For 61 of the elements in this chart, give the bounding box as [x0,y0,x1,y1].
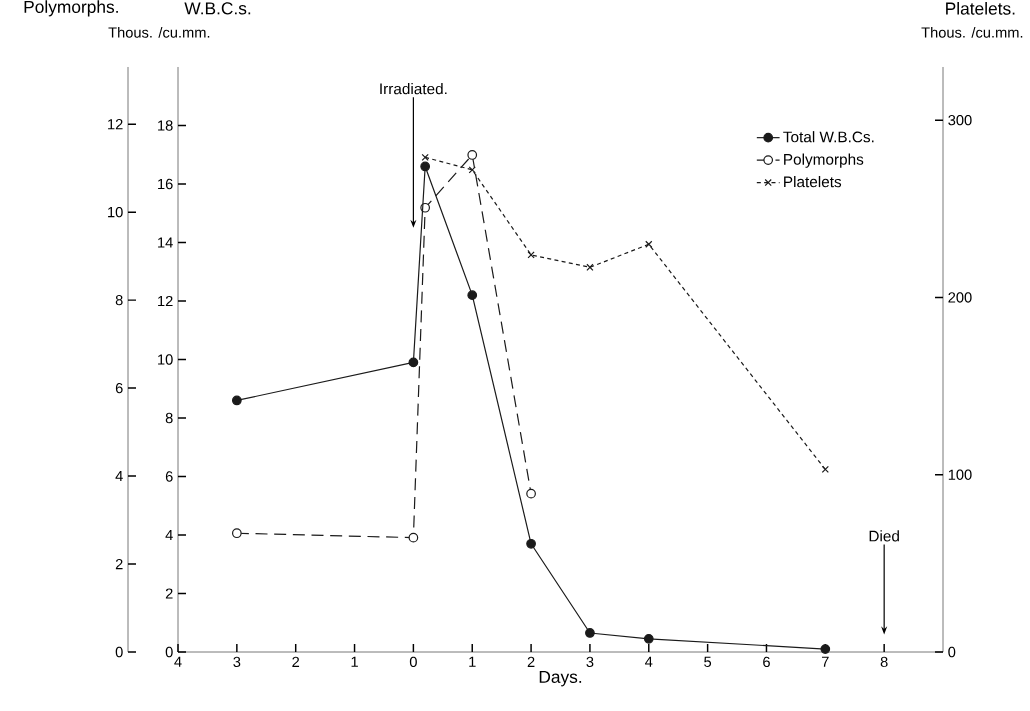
y2-tick-label: 100 [948,469,972,480]
legend-label: Total W.B.Cs. [783,131,874,143]
y-tick-label: 16 [158,178,173,190]
text: Thous. /cu.mm. [108,26,210,38]
y-tick-label: 4 [165,529,173,541]
y3-axis-title: Polymorphs. [24,0,118,17]
y-axis-title: W.B.C.s. [184,2,251,15]
point [467,290,478,301]
y3-tick-label: 8 [115,294,123,306]
point [408,357,419,368]
x-tick-label: 3 [233,656,241,668]
x-tick-label: 6 [763,656,770,668]
x-tick-label: 8 [880,656,888,668]
y2-tick-label: 200 [948,292,972,303]
y-tick-label: 6 [165,471,173,482]
annotation: Irradiated. [380,83,447,95]
x-tick-label: 5 [704,656,712,667]
point [467,150,478,160]
point [231,528,242,539]
x-tick-label: 0 [409,656,417,668]
x-tick-label: 4 [174,656,182,667]
y3-tick-label: 10 [108,206,123,218]
y-tick-label: 18 [158,120,173,131]
annotation: Died [869,530,899,542]
point [586,263,594,271]
text: Thous. /cu.mm. [921,26,1023,38]
point [821,465,829,474]
x-tick-label: 1 [351,656,358,667]
point [420,161,431,172]
point [526,488,536,499]
point [820,644,831,654]
y3-tick-label: 6 [115,382,123,394]
point [408,532,419,543]
point [643,633,654,644]
legend-label: Polymorphs [784,153,864,168]
y2-axis-title: Platelets. [946,1,1015,15]
point [585,628,595,638]
point [421,153,429,162]
x-tick-label: 2 [527,656,535,667]
point [526,538,536,549]
point [527,251,535,259]
y-tick-label: 14 [158,237,173,248]
y3-tick-label: 12 [108,119,123,130]
y3-tick-label: 4 [115,471,123,482]
y-tick-label: 10 [158,354,173,365]
y-tick-label: 0 [165,646,173,658]
x-tick-label: 7 [821,656,829,667]
x-axis-title: Days. [539,670,582,687]
x-tick-label: 3 [586,656,594,668]
x-tick-label: 4 [645,656,653,667]
y-tick-label: 12 [158,295,173,307]
x-tick-label: 2 [292,656,300,667]
legend-label: Platelets [784,176,842,188]
y3-tick-label: 2 [115,558,123,570]
y-tick-label: 2 [165,588,173,599]
y2-tick-label: 0 [948,646,956,658]
point [231,395,242,406]
y2-tick-label: 300 [948,115,972,126]
y3-tick-label: 0 [115,646,123,658]
y-tick-label: 8 [165,412,173,424]
x-tick-label: 1 [469,656,476,667]
